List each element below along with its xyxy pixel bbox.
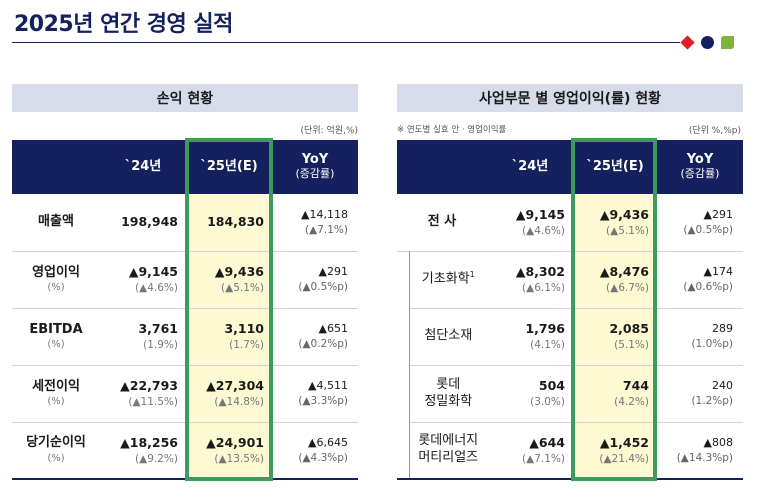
pl-col-yoy: YoY (증감률) (272, 140, 358, 194)
green-leaf-icon (721, 36, 734, 49)
segment-note: ※ 연도별 실효 안 · 영업이익률 (397, 125, 507, 135)
pl-unit-label: (단위: 억원,%) (300, 126, 358, 136)
segment-total-label: 전 사 (427, 213, 457, 229)
segment-row-label: 기초화학1 (408, 251, 487, 308)
pl-value-2025e: 184,830 (186, 194, 272, 251)
segment-table-row: 첨단소재 1,796 (4.1%) 2,085 (5.1%) 289 (1.0%p) (397, 308, 743, 365)
pl-value-2024: ▲18,256 (▲9.2%) (120, 434, 178, 465)
pl-col-2024: `24년 (100, 140, 186, 194)
segment-value-yoy: ▲808 (▲14.3%p) (676, 435, 733, 464)
segment-value-2024: ▲644 (▲7.1%) (522, 434, 565, 465)
pl-header-row: `24년 `25년(E) YoY (증감률) (12, 140, 358, 194)
segment-table-row: 롯데에너지 머티리얼즈 ▲644 (▲7.1%) ▲1,452 (▲21.4%) ▲808(… (397, 422, 743, 479)
pl-col-2025e: `25년(E) (186, 140, 272, 194)
segment-header-blank (397, 140, 487, 194)
segment-col-yoy: YoY (증감률) (657, 140, 743, 194)
pl-value-2025e: 3,110 (1.7%) (186, 308, 272, 365)
segment-value-yoy: ▲291 (▲0.5%p) (683, 207, 733, 236)
segment-value-2024: 504 (3.0%) (530, 377, 565, 408)
brand-mark (680, 35, 740, 50)
pl-value-yoy: ▲291 (▲0.5%p) (298, 264, 348, 293)
segment-table: `24년 `25년(E) YoY (증감률) 전 사 ▲9,145 (▲4.6%) ▲9… (397, 140, 743, 480)
segment-table-row: 기초화학1 ▲8,302 (▲6.1%) ▲8,476 (▲6.7%) ▲174 (▲0.6… (397, 251, 743, 308)
segment-section-header: 사업부문 별 영업이익(률) 현황 (397, 84, 743, 112)
pl-row-label: 영업이익 (%) (32, 264, 80, 294)
pl-table-row: EBITDA (%) 3,761 (1.9%) 3,110 (1.7%) ▲651 (▲0.2… (12, 308, 358, 365)
pl-value-2024: 198,948 (121, 213, 178, 229)
segment-value-2025e: ▲1,452 (▲21.4%) (573, 422, 657, 479)
segment-value-2024: 1,796 (4.1%) (525, 320, 565, 351)
pl-table-row: 영업이익 (%) ▲9,145 (▲4.6%) ▲9,436 (▲5.1%) ▲291 (▲0… (12, 251, 358, 308)
pl-row-label: 당기순이익 (%) (26, 435, 86, 465)
pl-value-yoy: ▲6,645 (▲4.3%p) (298, 435, 348, 464)
segment-row-label: 첨단소재 (408, 308, 487, 365)
segment-value-2024: ▲9,145 (▲4.6%) (515, 206, 565, 237)
segment-value-yoy: ▲174 (▲0.6%p) (683, 264, 733, 293)
pl-table-row: 당기순이익 (%) ▲18,256 (▲9.2%) ▲24,901 (▲13.5%) ▲6,… (12, 422, 358, 479)
segment-unit-label: (단위 %,%p) (688, 126, 741, 136)
segment-col-2024: `24년 (487, 140, 573, 194)
pl-value-2024: ▲9,145 (▲4.6%) (128, 263, 178, 294)
segment-value-yoy: 289 (1.0%p) (691, 321, 733, 350)
pl-row-label: 세전이익 (%) (32, 378, 80, 408)
page-title: 2025년 연간 경영 실적 (14, 12, 233, 37)
navy-circle-icon (701, 36, 714, 49)
pl-row-label: 매출액 (38, 213, 74, 229)
pl-value-2024: ▲22,793 (▲11.5%) (120, 377, 178, 408)
pl-value-yoy: ▲4,511 (▲3.3%p) (298, 378, 348, 407)
pl-section-header: 손익 현황 (12, 84, 358, 112)
pl-value-yoy: ▲14,118 (▲7.1%) (301, 207, 348, 236)
segment-row-label: 롯데 정밀화학 (408, 365, 487, 422)
pl-table-row: 매출액 198,948 184,830 ▲14,118 (▲7.1%) (12, 194, 358, 251)
segment-value-2025e: 2,085 (5.1%) (573, 308, 657, 365)
segment-value-2024: ▲8,302 (▲6.1%) (515, 263, 565, 294)
pl-header-blank (12, 140, 100, 194)
pl-table: `24년 `25년(E) YoY (증감률) 매출액 198,948 184,830 ▲… (12, 140, 358, 480)
segment-value-yoy: 240 (1.2%p) (691, 378, 733, 407)
segment-value-2025e: ▲8,476 (▲6.7%) (573, 251, 657, 308)
pl-value-yoy: ▲651 (▲0.2%p) (298, 321, 348, 350)
segment-indent (397, 251, 409, 479)
segment-table-row: 롯데 정밀화학 504 (3.0%) 744 (4.2%) 240 (1.2%p) (397, 365, 743, 422)
segment-value-2025e: 744 (4.2%) (573, 365, 657, 422)
pl-value-2024: 3,761 (1.9%) (138, 320, 178, 351)
segment-header-row: `24년 `25년(E) YoY (증감률) (397, 140, 743, 194)
title-divider (12, 42, 680, 43)
pl-row-label: EBITDA (%) (29, 321, 83, 351)
pl-table-row: 세전이익 (%) ▲22,793 (▲11.5%) ▲27,304 (▲14.8%) ▲4,… (12, 365, 358, 422)
segment-row-label: 롯데에너지 머티리얼즈 (408, 422, 487, 479)
segment-value-2025e: ▲9,436 (▲5.1%) (573, 194, 657, 251)
pl-value-2025e: ▲24,901 (▲13.5%) (186, 422, 272, 479)
red-diamond-icon (680, 35, 695, 50)
segment-col-2025e: `25년(E) (573, 140, 657, 194)
pl-value-2025e: ▲9,436 (▲5.1%) (186, 251, 272, 308)
pl-value-2025e: ▲27,304 (▲14.8%) (186, 365, 272, 422)
segment-total-row: 전 사 ▲9,145 (▲4.6%) ▲9,436 (▲5.1%) ▲291 (▲0.5%p… (397, 194, 743, 251)
